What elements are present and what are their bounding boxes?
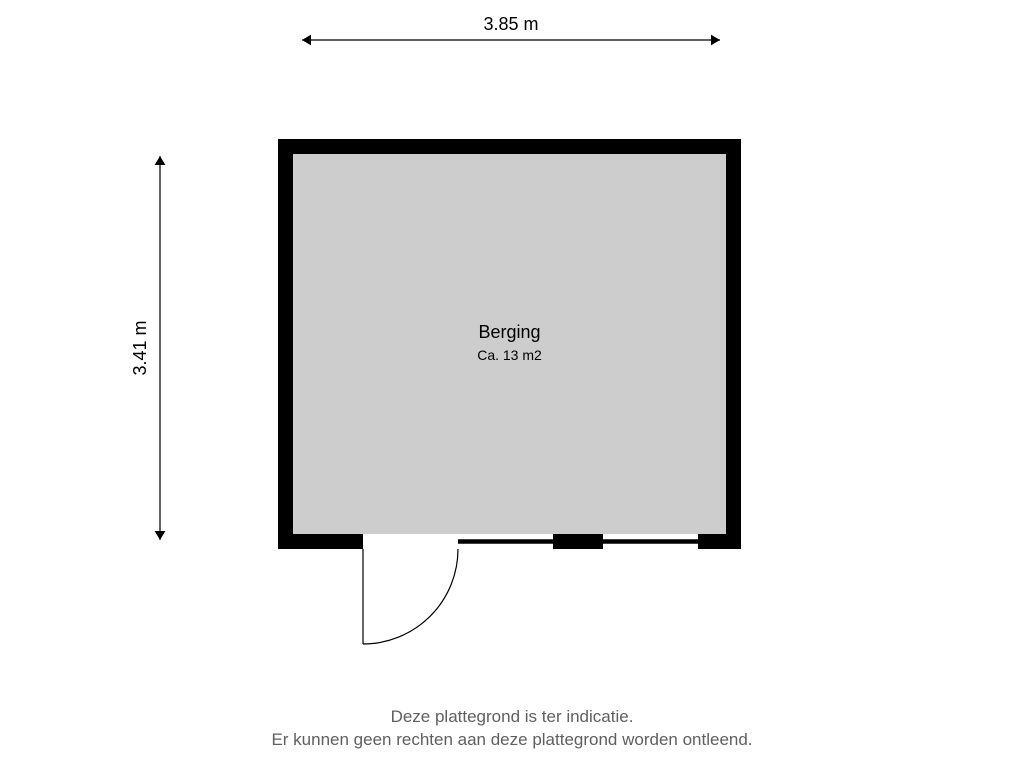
dim-top-label: 3.85 m [483,14,538,34]
dim-left-arrow-down [155,531,166,540]
caption-block: Deze plattegrond is ter indicatie. Er ku… [0,706,1024,752]
floorplan-svg: Berging Ca. 13 m2 3.85 m 3.41 m [0,0,1024,768]
dim-top-arrow-right [711,35,720,46]
room-floor [293,154,726,534]
room-area: Ca. 13 m2 [477,347,542,363]
caption-line-2: Er kunnen geen rechten aan deze plattegr… [271,730,752,749]
door-opening [363,534,458,549]
dim-top-arrow-left [302,35,311,46]
window-1-frame [458,539,553,544]
dim-left-arrow-up [155,156,166,165]
dim-left-label: 3.41 m [130,320,150,375]
caption-line-1: Deze plattegrond is ter indicatie. [391,707,634,726]
door-swing-arc [363,549,458,644]
window-2-frame [603,539,698,544]
room-name: Berging [478,322,540,342]
